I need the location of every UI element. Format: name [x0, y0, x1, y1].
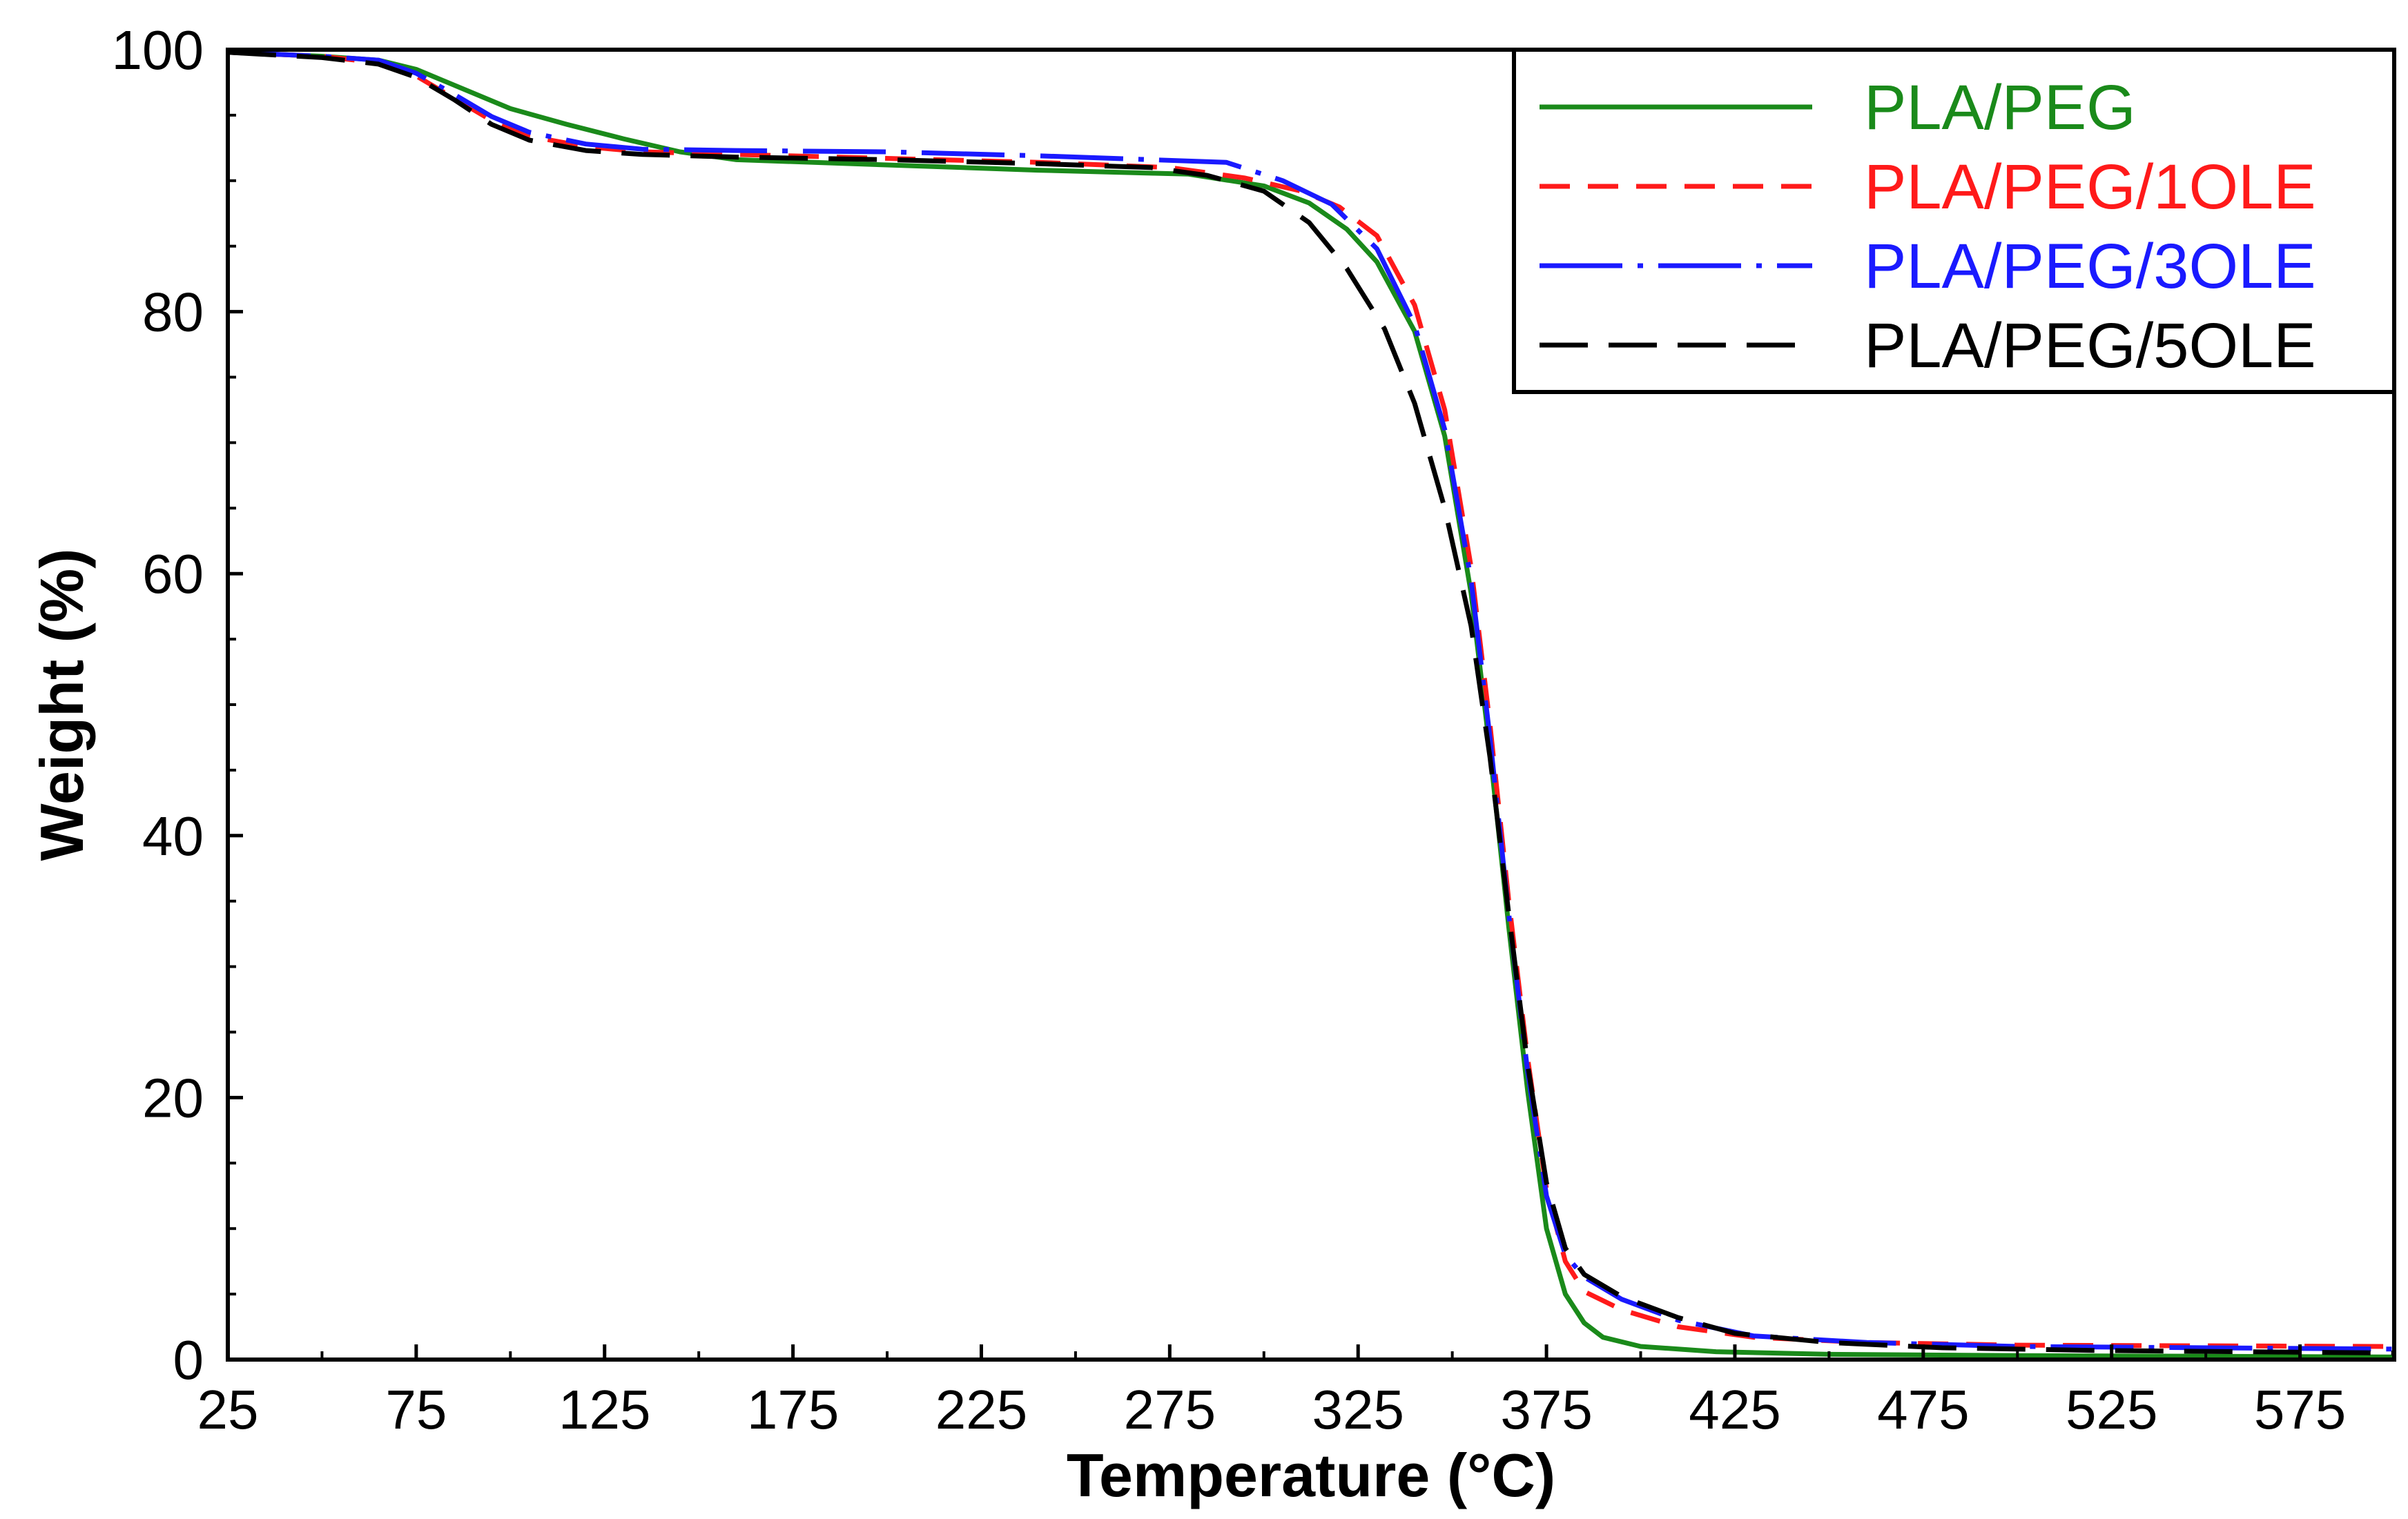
y-tick-label: 80 [142, 282, 204, 343]
x-tick-label: 125 [559, 1379, 650, 1440]
legend-label-4: PLA/PEG/5OLE [1864, 311, 2316, 381]
legend-label-1: PLA/PEG [1864, 72, 2136, 143]
x-tick-label: 375 [1500, 1379, 1592, 1440]
y-tick-label: 40 [142, 805, 204, 867]
x-tick-label: 75 [385, 1379, 447, 1440]
series-line-2 [227, 50, 2395, 1349]
x-tick-label: 275 [1124, 1379, 1216, 1440]
legend-label-3: PLA/PEG/3OLE [1864, 231, 2316, 302]
x-tick-label: 425 [1689, 1379, 1780, 1440]
y-tick-label: 0 [173, 1329, 204, 1391]
x-tick-label: 325 [1312, 1379, 1404, 1440]
y-tick-label: 60 [142, 543, 204, 605]
x-tick-labels: 25 75 125 175 225 275 325 375 425 475 525 575 [197, 1379, 2347, 1440]
series-layer [227, 50, 2395, 1360]
y-tick-labels: 0 20 40 60 80 100 [112, 19, 204, 1391]
x-tick-label: 575 [2254, 1379, 2346, 1440]
legend-label-2: PLA/PEG/1OLE [1864, 152, 2316, 222]
x-tick-label: 25 [197, 1379, 259, 1440]
series-line-4 [227, 50, 2395, 1355]
series-line-1 [227, 50, 2395, 1360]
x-tick-label: 475 [1877, 1379, 1969, 1440]
x-tick-label: 525 [2066, 1379, 2157, 1440]
y-axis-title: Weight (%) [28, 549, 96, 861]
x-axis-title: Temperature (°C) [1067, 1441, 1555, 1509]
x-tick-label: 225 [935, 1379, 1027, 1440]
y-tick-label: 100 [112, 19, 204, 81]
ticks-layer [226, 48, 2302, 1362]
y-tick-label: 20 [142, 1067, 204, 1128]
legend: PLA/PEG PLA/PEG/1OLE PLA/PEG/3OLE PLA/PEG/5… [1512, 48, 2396, 394]
x-tick-label: 175 [747, 1379, 839, 1440]
